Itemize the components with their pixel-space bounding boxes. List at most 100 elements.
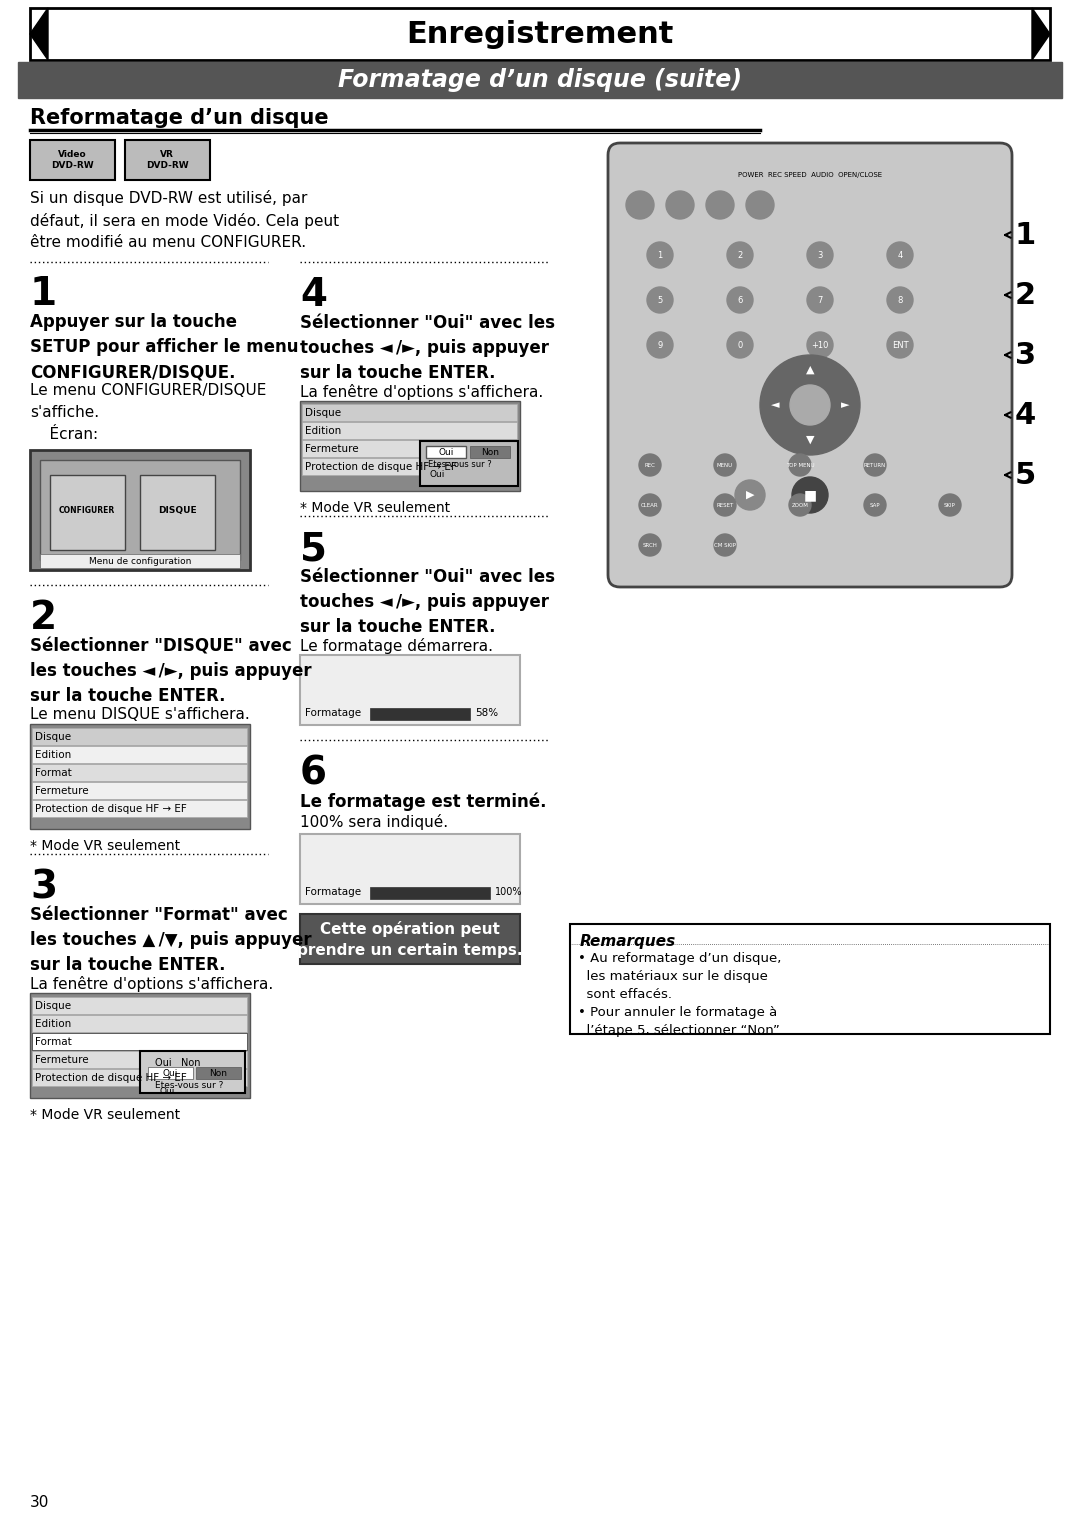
Text: 100% sera indiqué.: 100% sera indiqué.	[300, 813, 448, 830]
Polygon shape	[30, 8, 48, 60]
Text: CM SKIP: CM SKIP	[714, 543, 735, 548]
Text: Formatage: Formatage	[305, 708, 361, 719]
Circle shape	[864, 494, 886, 516]
Bar	[32, 1033, 247, 1050]
Text: 0: 0	[738, 340, 743, 349]
Bar	[470, 446, 510, 458]
Circle shape	[639, 494, 661, 516]
Text: • Au reformatage d’un disque,
  les matériaux sur le disque
  sont effacés.
• Po: • Au reformatage d’un disque, les matéri…	[578, 952, 784, 1038]
Bar	[40, 554, 240, 568]
Text: 9: 9	[658, 340, 663, 349]
Text: Formatage d’un disque (suite): Formatage d’un disque (suite)	[338, 69, 742, 92]
Bar	[30, 723, 249, 829]
Circle shape	[887, 287, 913, 313]
Circle shape	[792, 478, 828, 513]
Bar	[32, 781, 247, 800]
Text: 5: 5	[1015, 461, 1036, 490]
Text: * Mode VR seulement: * Mode VR seulement	[300, 501, 450, 514]
Circle shape	[706, 191, 734, 220]
Text: 4: 4	[1015, 400, 1036, 429]
Circle shape	[789, 494, 811, 516]
Text: 2: 2	[1015, 281, 1036, 310]
Text: ZOOM: ZOOM	[792, 502, 809, 508]
Circle shape	[760, 356, 860, 455]
Text: 6: 6	[738, 296, 743, 305]
Text: Edition: Edition	[35, 1019, 71, 1029]
Text: Oui: Oui	[162, 1068, 178, 1077]
Bar	[300, 835, 519, 903]
Bar	[32, 1015, 247, 1032]
Bar	[148, 1067, 193, 1079]
Bar	[420, 441, 518, 485]
Bar	[302, 439, 517, 456]
Text: Protection de disque HF → EF: Protection de disque HF → EF	[35, 804, 187, 813]
Text: 100%: 100%	[495, 887, 523, 897]
Text: Remarques: Remarques	[580, 934, 676, 949]
Bar	[140, 1051, 245, 1093]
Text: Le formatage démarrera.: Le formatage démarrera.	[300, 638, 492, 655]
Text: Le menu CONFIGURER/DISQUE
s'affiche.
    Écran:: Le menu CONFIGURER/DISQUE s'affiche. Écr…	[30, 383, 267, 443]
Text: Etes-vous sur ?: Etes-vous sur ?	[428, 459, 491, 468]
Bar	[302, 404, 517, 421]
Bar	[302, 423, 517, 439]
Text: ENT: ENT	[892, 340, 908, 349]
Text: REC: REC	[645, 462, 656, 467]
Bar	[32, 800, 247, 816]
Bar	[370, 887, 490, 899]
Circle shape	[887, 243, 913, 269]
Text: 30: 30	[30, 1495, 50, 1511]
Bar	[32, 996, 247, 1013]
Circle shape	[714, 494, 735, 516]
Circle shape	[626, 191, 654, 220]
Circle shape	[807, 333, 833, 359]
Circle shape	[727, 243, 753, 269]
Text: Oui   Non: Oui Non	[156, 1058, 201, 1068]
Text: 6: 6	[300, 754, 327, 792]
Text: La fenêtre d'options s'affichera.: La fenêtre d'options s'affichera.	[300, 385, 543, 400]
Circle shape	[939, 494, 961, 516]
Text: Sélectionner "Oui" avec les
touches ◄ /►, puis appuyer
sur la touche ENTER.: Sélectionner "Oui" avec les touches ◄ /►…	[300, 568, 555, 636]
Text: Le formatage est terminé.: Le formatage est terminé.	[300, 792, 546, 810]
Text: Menu de configuration: Menu de configuration	[89, 557, 191, 566]
Bar	[30, 450, 249, 571]
Text: 2: 2	[30, 600, 57, 636]
Bar	[195, 1067, 241, 1079]
Text: 5: 5	[658, 296, 663, 305]
Text: 1: 1	[1015, 220, 1036, 249]
Bar	[300, 655, 519, 725]
Circle shape	[714, 534, 735, 555]
Bar	[30, 140, 114, 180]
Text: Formatage: Formatage	[305, 887, 361, 897]
Circle shape	[727, 333, 753, 359]
Text: Appuyer sur la touche
SETUP pour afficher le menu
CONFIGURER/DISQUE.: Appuyer sur la touche SETUP pour affiche…	[30, 313, 298, 382]
Text: Sélectionner "DISQUE" avec
les touches ◄ /►, puis appuyer
sur la touche ENTER.: Sélectionner "DISQUE" avec les touches ◄…	[30, 636, 312, 705]
Text: 1: 1	[30, 275, 57, 313]
Text: MENU: MENU	[717, 462, 733, 467]
Bar	[426, 446, 465, 458]
Text: Protection de disque HF → EF: Protection de disque HF → EF	[305, 462, 457, 472]
Text: 3: 3	[1015, 340, 1036, 369]
Circle shape	[807, 287, 833, 313]
Text: Non: Non	[481, 447, 499, 456]
Text: Etes-vous sur ?: Etes-vous sur ?	[156, 1080, 224, 1090]
Bar	[300, 914, 519, 964]
Circle shape	[864, 455, 886, 476]
Circle shape	[666, 191, 694, 220]
Circle shape	[647, 243, 673, 269]
Circle shape	[727, 287, 753, 313]
Bar	[300, 401, 519, 491]
Text: Edition: Edition	[35, 749, 71, 760]
Circle shape	[887, 333, 913, 359]
Bar	[32, 1070, 247, 1087]
Text: ►: ►	[840, 400, 849, 410]
Bar	[370, 708, 470, 720]
Text: ■: ■	[804, 488, 816, 502]
Text: 5: 5	[300, 530, 327, 568]
Text: 3: 3	[30, 868, 57, 906]
Text: ▶: ▶	[746, 490, 754, 501]
Text: CONFIGURER: CONFIGURER	[59, 505, 116, 514]
Text: ◄: ◄	[771, 400, 780, 410]
Text: Fermeture: Fermeture	[35, 1054, 89, 1065]
Circle shape	[639, 455, 661, 476]
Text: ▲: ▲	[806, 365, 814, 375]
